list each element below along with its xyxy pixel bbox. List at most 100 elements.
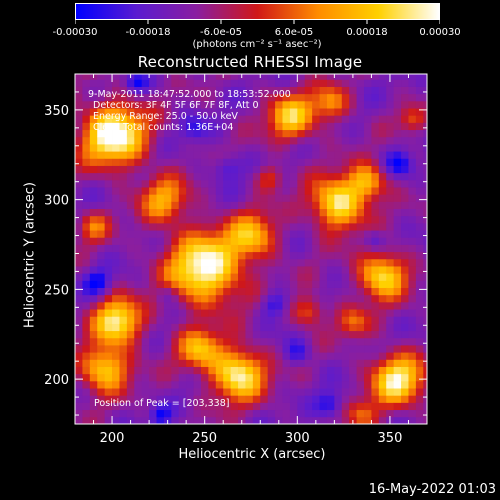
heatmap-cell [267,108,276,116]
heatmap-cell [275,136,283,145]
heatmap-cell [178,316,187,324]
heatmap-cell [260,402,269,411]
heatmap-cell [334,237,343,245]
heatmap-cell [364,108,372,116]
heatmap-cell [178,93,187,102]
heatmap-cell [341,287,350,296]
heatmap-cell [193,237,202,245]
heatmap-cell [89,201,98,210]
heatmap-cell [141,316,150,324]
heatmap-cell [393,395,402,403]
heatmap-cell [200,172,209,181]
heatmap-cell [312,280,320,288]
heatmap-cell [126,144,135,152]
heatmap-cell [208,409,217,418]
heatmap-cell [134,179,143,188]
heatmap-cell [334,144,343,152]
heatmap-cell [282,395,291,403]
heatmap-cell [275,79,283,87]
heatmap-cell [312,136,320,145]
heatmap-cell [141,122,150,131]
heatmap-cell [386,287,395,296]
heatmap-cell [304,208,313,217]
heatmap-cell [319,187,328,195]
heatmap-cell [304,179,313,188]
heatmap-cell [378,402,387,411]
heatmap-cell [349,380,357,389]
heatmap-cell [252,194,261,202]
heatmap-cell [215,93,224,102]
heatmap-cell [156,136,165,145]
heatmap-cell [408,215,417,224]
heatmap-cell [156,172,165,181]
heatmap-cell [289,273,298,281]
heatmap-cell [126,187,135,195]
heatmap-cell [223,402,232,411]
heatmap-cell [126,395,135,403]
heatmap-cell [89,165,98,174]
heatmap-cell [364,323,372,332]
heatmap-cell [200,237,209,245]
heatmap-cell [134,115,143,123]
y-tick-label: 200 [44,373,69,388]
heatmap-cell [393,402,402,411]
heatmap-cell [245,108,254,116]
heatmap-cell [186,179,194,188]
heatmap-cell [186,380,194,389]
heatmap-cell [260,337,269,346]
heatmap-cell [252,266,261,274]
heatmap-cell [260,359,269,367]
heatmap-cell [230,337,239,346]
heatmap-cell [126,330,135,339]
heatmap-cell [193,301,202,310]
heatmap-cell [112,108,120,116]
heatmap-cell [215,129,224,138]
heatmap-cell [104,330,113,339]
heatmap-cell [112,352,120,360]
heatmap-cell [349,136,357,145]
heatmap-cell [230,309,239,317]
heatmap-cell [141,330,150,339]
heatmap-cell [423,273,428,281]
heatmap-cell [75,86,83,95]
heatmap-cell [238,244,246,253]
heatmap-cell [312,352,320,360]
heatmap-cell [230,165,239,174]
heatmap-cell [141,337,150,346]
heatmap-cell [208,294,217,303]
heatmap-cell [252,323,261,332]
heatmap-cell [223,251,232,260]
heatmap-cell [371,108,380,116]
heatmap-cell [134,215,143,224]
heatmap-cell [149,359,157,367]
heatmap-cell [238,258,246,267]
heatmap-cell [326,294,335,303]
heatmap-cell [75,151,83,159]
heatmap-cell [230,316,239,324]
heatmap-cell [282,323,291,332]
heatmap-cell [252,86,261,95]
heatmap-cell [208,230,217,238]
heatmap-cell [364,79,372,87]
heatmap-cell [319,237,328,245]
heatmap-cell [297,301,306,310]
heatmap-cell [408,187,417,195]
heatmap-cell [378,136,387,145]
heatmap-cell [141,201,150,210]
heatmap-cell [156,165,165,174]
heatmap-cell [82,179,91,188]
heatmap-cell [82,416,91,425]
heatmap-cell [304,280,313,288]
heatmap-cell [349,273,357,281]
heatmap-cell [104,172,113,181]
heatmap-cell [260,144,269,152]
heatmap-cell [267,266,276,274]
heatmap-cell [82,280,91,288]
heatmap-cell [141,402,150,411]
heatmap-cell [171,380,180,389]
heatmap-cell [393,309,402,317]
heatmap-cell [304,359,313,367]
heatmap-cell [423,301,428,310]
heatmap-cell [200,208,209,217]
heatmap-cell [156,222,165,231]
